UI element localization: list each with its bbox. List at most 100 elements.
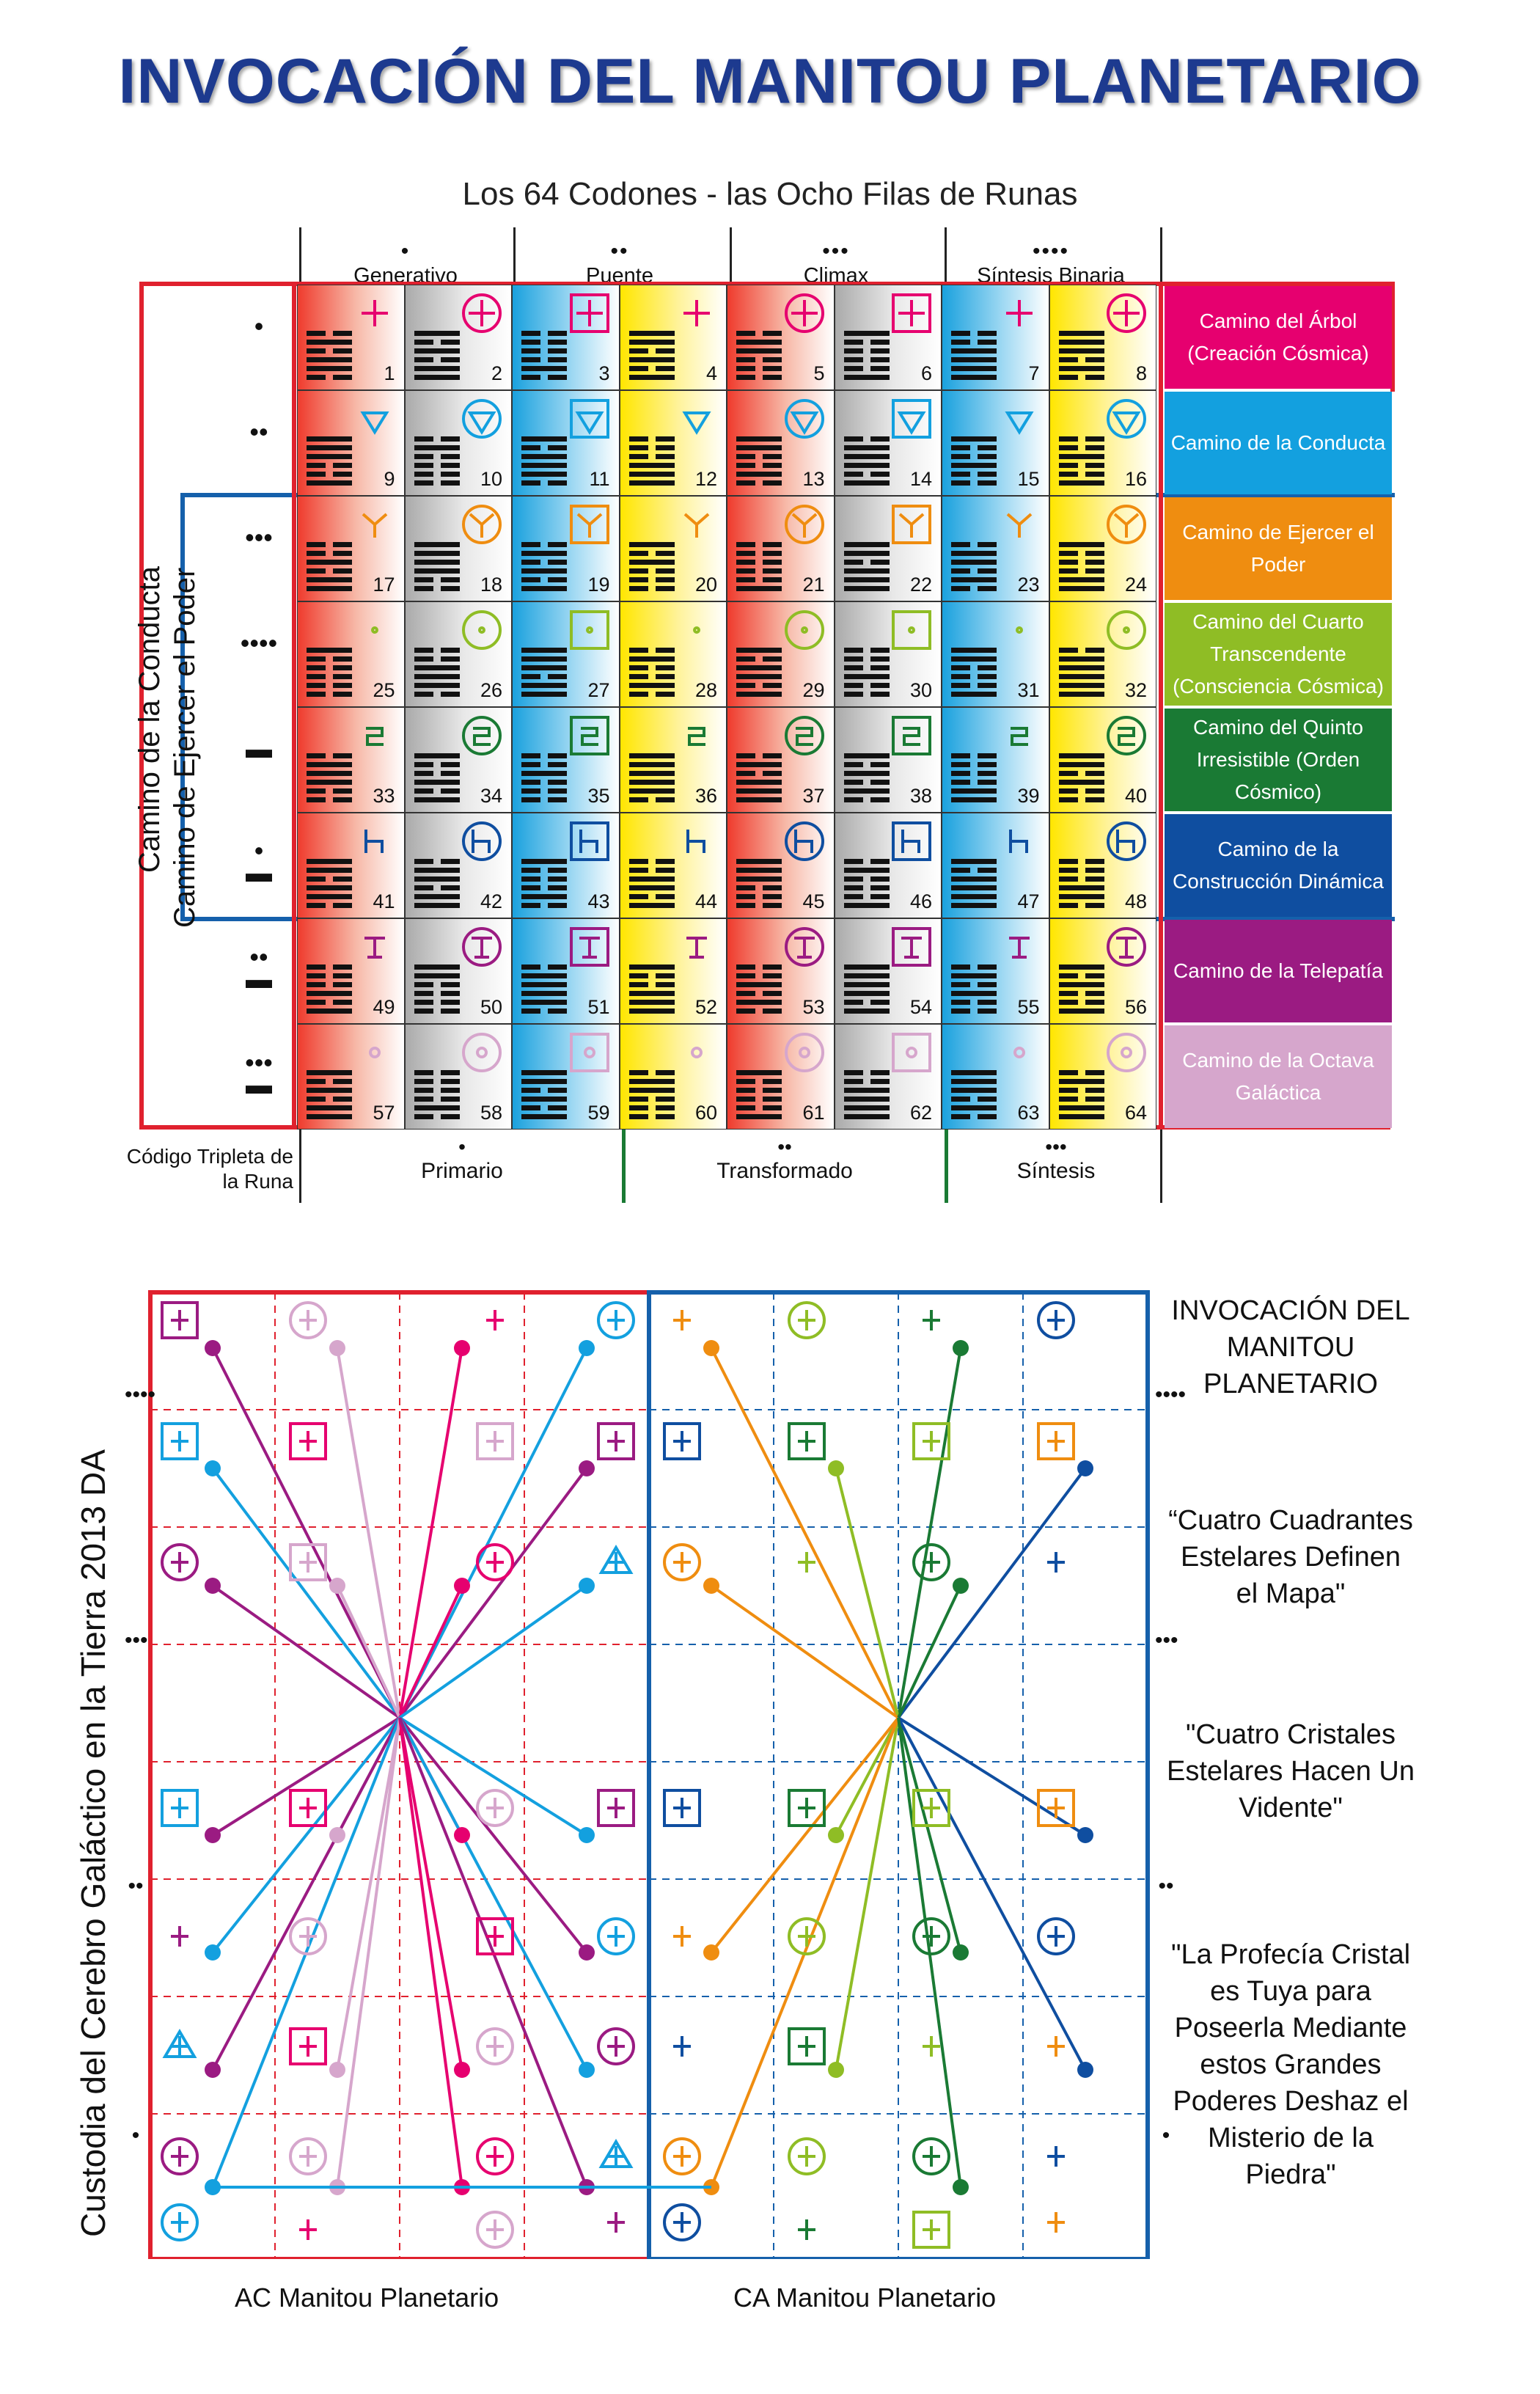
rune-icon (1037, 1917, 1075, 1955)
hexagram-icon (628, 331, 675, 380)
codon-number: 9 (384, 468, 395, 490)
rune-icon (683, 513, 710, 538)
hexagram-icon (414, 753, 460, 802)
row-label-text: Camino de la Octava Galáctica (1182, 1049, 1374, 1104)
rune-icon (462, 399, 502, 439)
network-node (454, 2062, 470, 2078)
rune-icon (1107, 399, 1146, 439)
divider (1160, 227, 1162, 286)
rune-icon (597, 1917, 635, 1955)
rune-glyph (607, 2212, 625, 2233)
network-line (897, 1347, 962, 1718)
codon-cell: 36 (619, 707, 727, 813)
network-node (205, 1340, 221, 1356)
hexagram-icon (521, 542, 567, 591)
codon-cell: 47 (942, 813, 1049, 918)
rune-icon (691, 1047, 703, 1058)
row-label-text: Camino del Quinto Irresistible (Orden Có… (1193, 716, 1363, 803)
hexagram-icon (843, 331, 890, 380)
codon-cell: 45 (727, 813, 835, 918)
codon-number: 50 (480, 996, 502, 1018)
rune-icon (892, 610, 931, 650)
rune-icon (784, 927, 824, 967)
codon-cell: 38 (834, 707, 942, 813)
network-line (398, 1717, 588, 2071)
rune-glyph (486, 1552, 504, 1573)
codon-number: 19 (587, 574, 610, 596)
codon-grid: 1 2 3 4 5 6 7 8 9 10 11 12 13 14 15 16 17 18 19 20 21 22 23 24 2… (297, 285, 1156, 1130)
codon-number: 38 (909, 785, 932, 807)
network-node (703, 1944, 719, 1961)
rune-glyph (923, 2219, 940, 2240)
codon-cell: 46 (834, 813, 942, 918)
network-line (398, 1717, 463, 2071)
rune-icon (361, 300, 388, 326)
network-node (579, 1340, 595, 1356)
codon-number: 32 (1124, 679, 1147, 701)
rune-icon (476, 2211, 514, 2249)
row-label-construccion: Camino de la Construcción Dinámica (1165, 814, 1392, 917)
codon-number: 47 (1017, 890, 1040, 912)
rune-icon (597, 1301, 635, 1339)
network-line (710, 1716, 900, 1954)
codon-cell: 13 (727, 390, 835, 496)
rune-glyph (798, 1310, 815, 1330)
hexagram-icon (736, 542, 782, 591)
rune-icon (462, 610, 502, 650)
rune-icon (1107, 610, 1146, 650)
rune-icon (912, 1543, 950, 1581)
rune-glyph (923, 2146, 940, 2167)
hexagram-icon (843, 1070, 890, 1119)
row-dots: •• ▬ (246, 942, 272, 994)
codon-number: 60 (694, 1102, 717, 1124)
rune-icon (1008, 830, 1028, 853)
row-label-quinto: Camino del Quinto Irresistible (Orden Có… (1165, 709, 1392, 811)
codon-cell: 37 (727, 707, 835, 813)
network-line (398, 1347, 463, 1718)
codon-cell: 63 (942, 1024, 1049, 1130)
network-node (579, 2062, 595, 2078)
rune-icon (1004, 411, 1034, 435)
network-node (828, 1460, 844, 1476)
rune-icon (289, 2027, 327, 2065)
codon-number: 13 (802, 468, 825, 490)
codon-cell: 34 (404, 707, 512, 813)
rune-glyph (299, 1431, 317, 1452)
hexagram-icon (951, 964, 997, 1014)
codon-number: 24 (1124, 574, 1147, 596)
rune-icon (476, 1422, 514, 1460)
hexagram-icon (843, 436, 890, 486)
rune-icon (682, 411, 711, 435)
rune-glyph (673, 1431, 691, 1452)
codon-number: 6 (920, 362, 932, 384)
rune-icon (1107, 505, 1146, 544)
rune-glyph (798, 2219, 815, 2240)
row-dots: ••• ▬ (245, 1047, 273, 1099)
network-node (329, 1340, 345, 1356)
codon-number: 36 (694, 785, 717, 807)
rune-icon (1013, 1047, 1025, 1058)
hexagram-icon (843, 648, 890, 697)
rune-icon (688, 727, 705, 746)
rune-icon (784, 610, 824, 650)
codon-cell: 48 (1049, 813, 1156, 918)
rune-icon (569, 716, 609, 755)
hexagram-icon (521, 859, 567, 908)
rune-icon (368, 1047, 381, 1058)
network-node (828, 1827, 844, 1843)
codon-number: 12 (694, 468, 717, 490)
side-dots-4: •••• (125, 1383, 156, 1407)
rune-icon (892, 716, 931, 755)
rune-icon (359, 411, 389, 435)
divider (730, 227, 732, 286)
codon-cell: 57 (297, 1024, 405, 1130)
divider (622, 1130, 626, 1203)
codon-number: 18 (480, 574, 502, 596)
rune-icon (289, 1917, 327, 1955)
codon-cell: 19 (512, 496, 620, 601)
right-text-cristales: "Cuatro Cristales Estelares Hacen Un Vid… (1167, 1719, 1415, 1823)
codon-cell: 24 (1049, 496, 1156, 601)
rune-glyph (171, 1310, 188, 1330)
rune-glyph (299, 1798, 317, 1818)
codon-number: 26 (480, 679, 502, 701)
